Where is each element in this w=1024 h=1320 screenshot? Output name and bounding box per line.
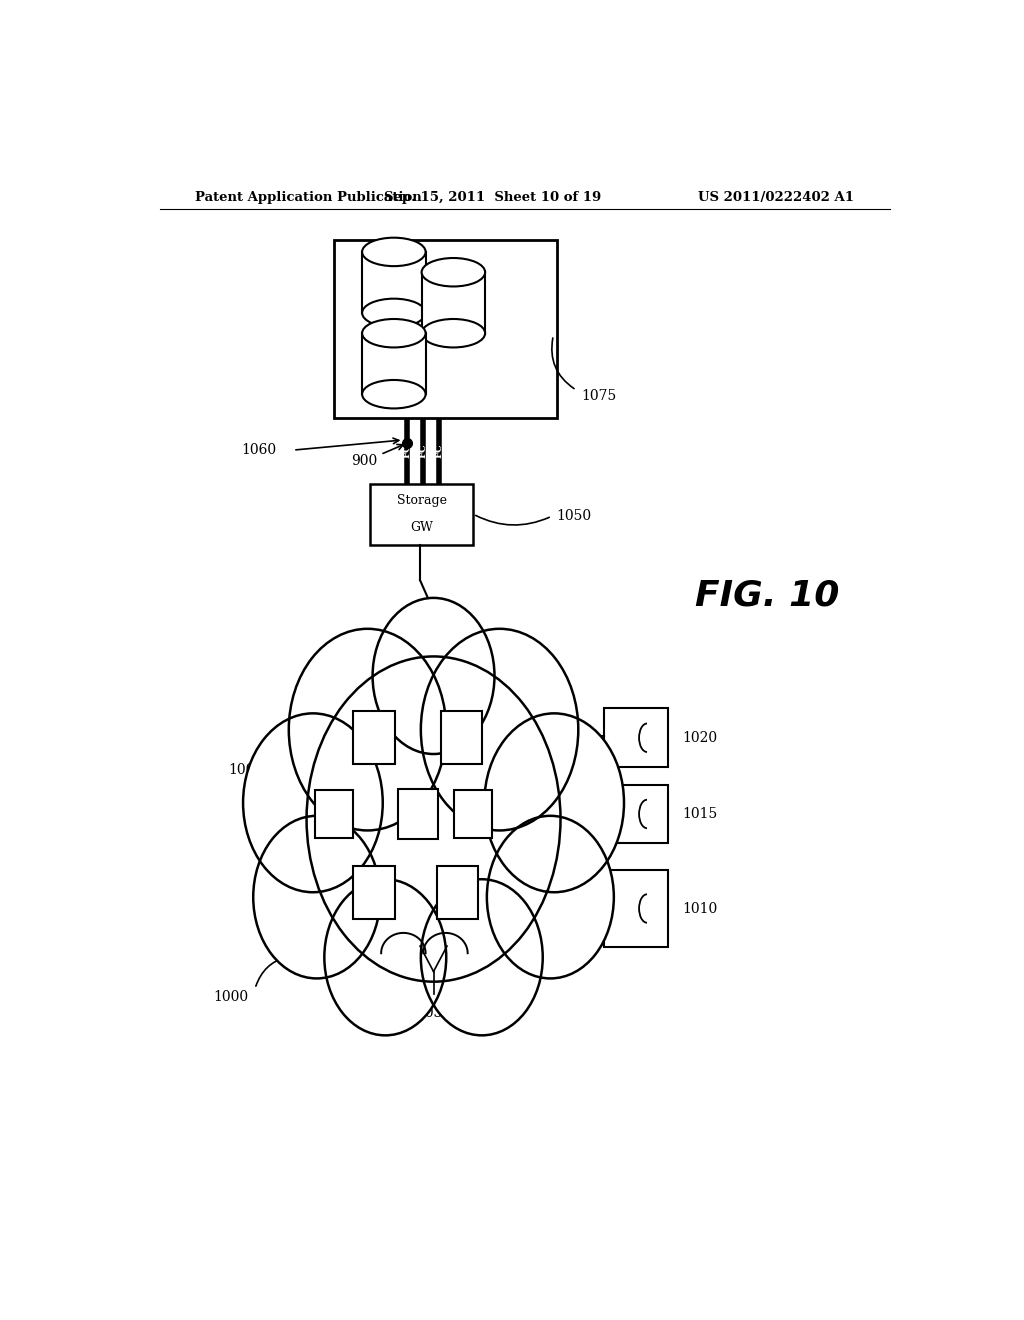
Bar xyxy=(353,866,394,919)
Circle shape xyxy=(484,713,624,892)
Circle shape xyxy=(289,628,446,830)
Bar xyxy=(334,240,557,417)
Bar xyxy=(315,789,353,838)
FancyArrowPatch shape xyxy=(278,764,311,791)
Circle shape xyxy=(421,628,579,830)
Text: FC: FC xyxy=(402,444,412,458)
Text: GW: GW xyxy=(411,521,433,533)
Bar xyxy=(370,483,473,545)
Text: 1015: 1015 xyxy=(682,807,717,821)
Bar xyxy=(397,788,437,840)
Bar xyxy=(362,252,426,313)
Text: 1010: 1010 xyxy=(682,902,717,916)
Bar xyxy=(455,789,493,838)
Circle shape xyxy=(325,879,446,1035)
Text: 900: 900 xyxy=(351,445,403,469)
Bar xyxy=(604,870,668,946)
Text: Sep. 15, 2011  Sheet 10 of 19: Sep. 15, 2011 Sheet 10 of 19 xyxy=(384,190,602,203)
Bar xyxy=(604,709,668,767)
Circle shape xyxy=(486,816,613,978)
Text: 1000: 1000 xyxy=(214,990,249,1005)
Bar xyxy=(362,333,426,395)
Circle shape xyxy=(373,598,495,754)
Text: 1060: 1060 xyxy=(242,444,276,457)
Circle shape xyxy=(253,816,380,978)
Bar xyxy=(436,866,478,919)
Circle shape xyxy=(306,656,560,982)
Ellipse shape xyxy=(362,298,426,327)
Circle shape xyxy=(421,879,543,1035)
Ellipse shape xyxy=(422,257,485,286)
FancyArrowPatch shape xyxy=(256,956,286,986)
Text: US 2011/0222402 A1: US 2011/0222402 A1 xyxy=(698,190,854,203)
Text: FC: FC xyxy=(434,444,443,458)
Text: 1075: 1075 xyxy=(582,389,616,403)
Text: 1020: 1020 xyxy=(682,731,717,744)
Ellipse shape xyxy=(422,319,485,347)
Text: 1050: 1050 xyxy=(557,510,592,523)
Ellipse shape xyxy=(362,238,426,267)
Bar xyxy=(353,711,394,764)
Text: FIG. 10: FIG. 10 xyxy=(695,578,840,612)
Text: FC: FC xyxy=(419,444,428,458)
Bar xyxy=(422,272,485,333)
Bar xyxy=(440,711,482,764)
Text: Patent Application Publication: Patent Application Publication xyxy=(196,190,422,203)
Text: Storage: Storage xyxy=(396,495,446,507)
Text: 1030: 1030 xyxy=(416,1006,452,1020)
Bar xyxy=(604,784,668,843)
Circle shape xyxy=(243,713,383,892)
Text: 1005: 1005 xyxy=(228,763,263,777)
Ellipse shape xyxy=(362,319,426,347)
Ellipse shape xyxy=(362,380,426,408)
